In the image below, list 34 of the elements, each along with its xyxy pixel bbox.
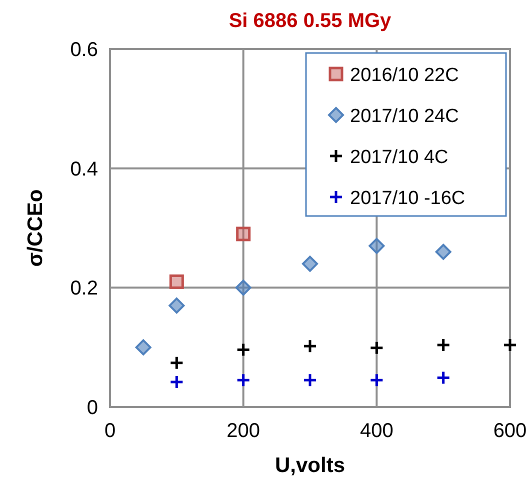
y-axis-title: σ/CCEo xyxy=(24,189,47,267)
point xyxy=(368,238,385,254)
y-tick-label: 0.2 xyxy=(70,278,98,300)
y-tick-label: 0 xyxy=(86,397,98,419)
point xyxy=(235,280,252,296)
point xyxy=(236,372,251,388)
point xyxy=(302,256,318,272)
point xyxy=(302,338,318,354)
point xyxy=(435,244,452,260)
x-tick-label: 200 xyxy=(226,420,260,442)
point xyxy=(369,372,384,388)
point xyxy=(236,226,251,242)
point xyxy=(436,370,451,386)
legend-label: 2017/10 4C xyxy=(350,147,448,168)
point xyxy=(135,339,152,356)
point xyxy=(369,340,384,356)
legend-label: 2017/10 -16C xyxy=(350,188,466,209)
x-tick-label: 0 xyxy=(104,420,116,442)
point xyxy=(502,338,518,352)
legend-label: 2017/10 24C xyxy=(350,106,459,127)
x-tick-label: 600 xyxy=(493,420,527,442)
point xyxy=(169,356,184,370)
point xyxy=(236,342,251,357)
chart-title: Si 6886 0.55 MGy xyxy=(228,10,392,32)
point xyxy=(302,372,318,388)
point xyxy=(169,374,184,390)
point xyxy=(169,274,184,289)
point xyxy=(436,338,451,352)
y-tick-label: 0.6 xyxy=(70,39,98,61)
x-tick-label: 400 xyxy=(360,420,394,442)
legend-label: 2016/10 22C xyxy=(350,65,459,86)
x-axis-title: U,volts xyxy=(274,454,346,477)
y-tick-label: 0.4 xyxy=(70,158,98,180)
point xyxy=(168,298,185,314)
